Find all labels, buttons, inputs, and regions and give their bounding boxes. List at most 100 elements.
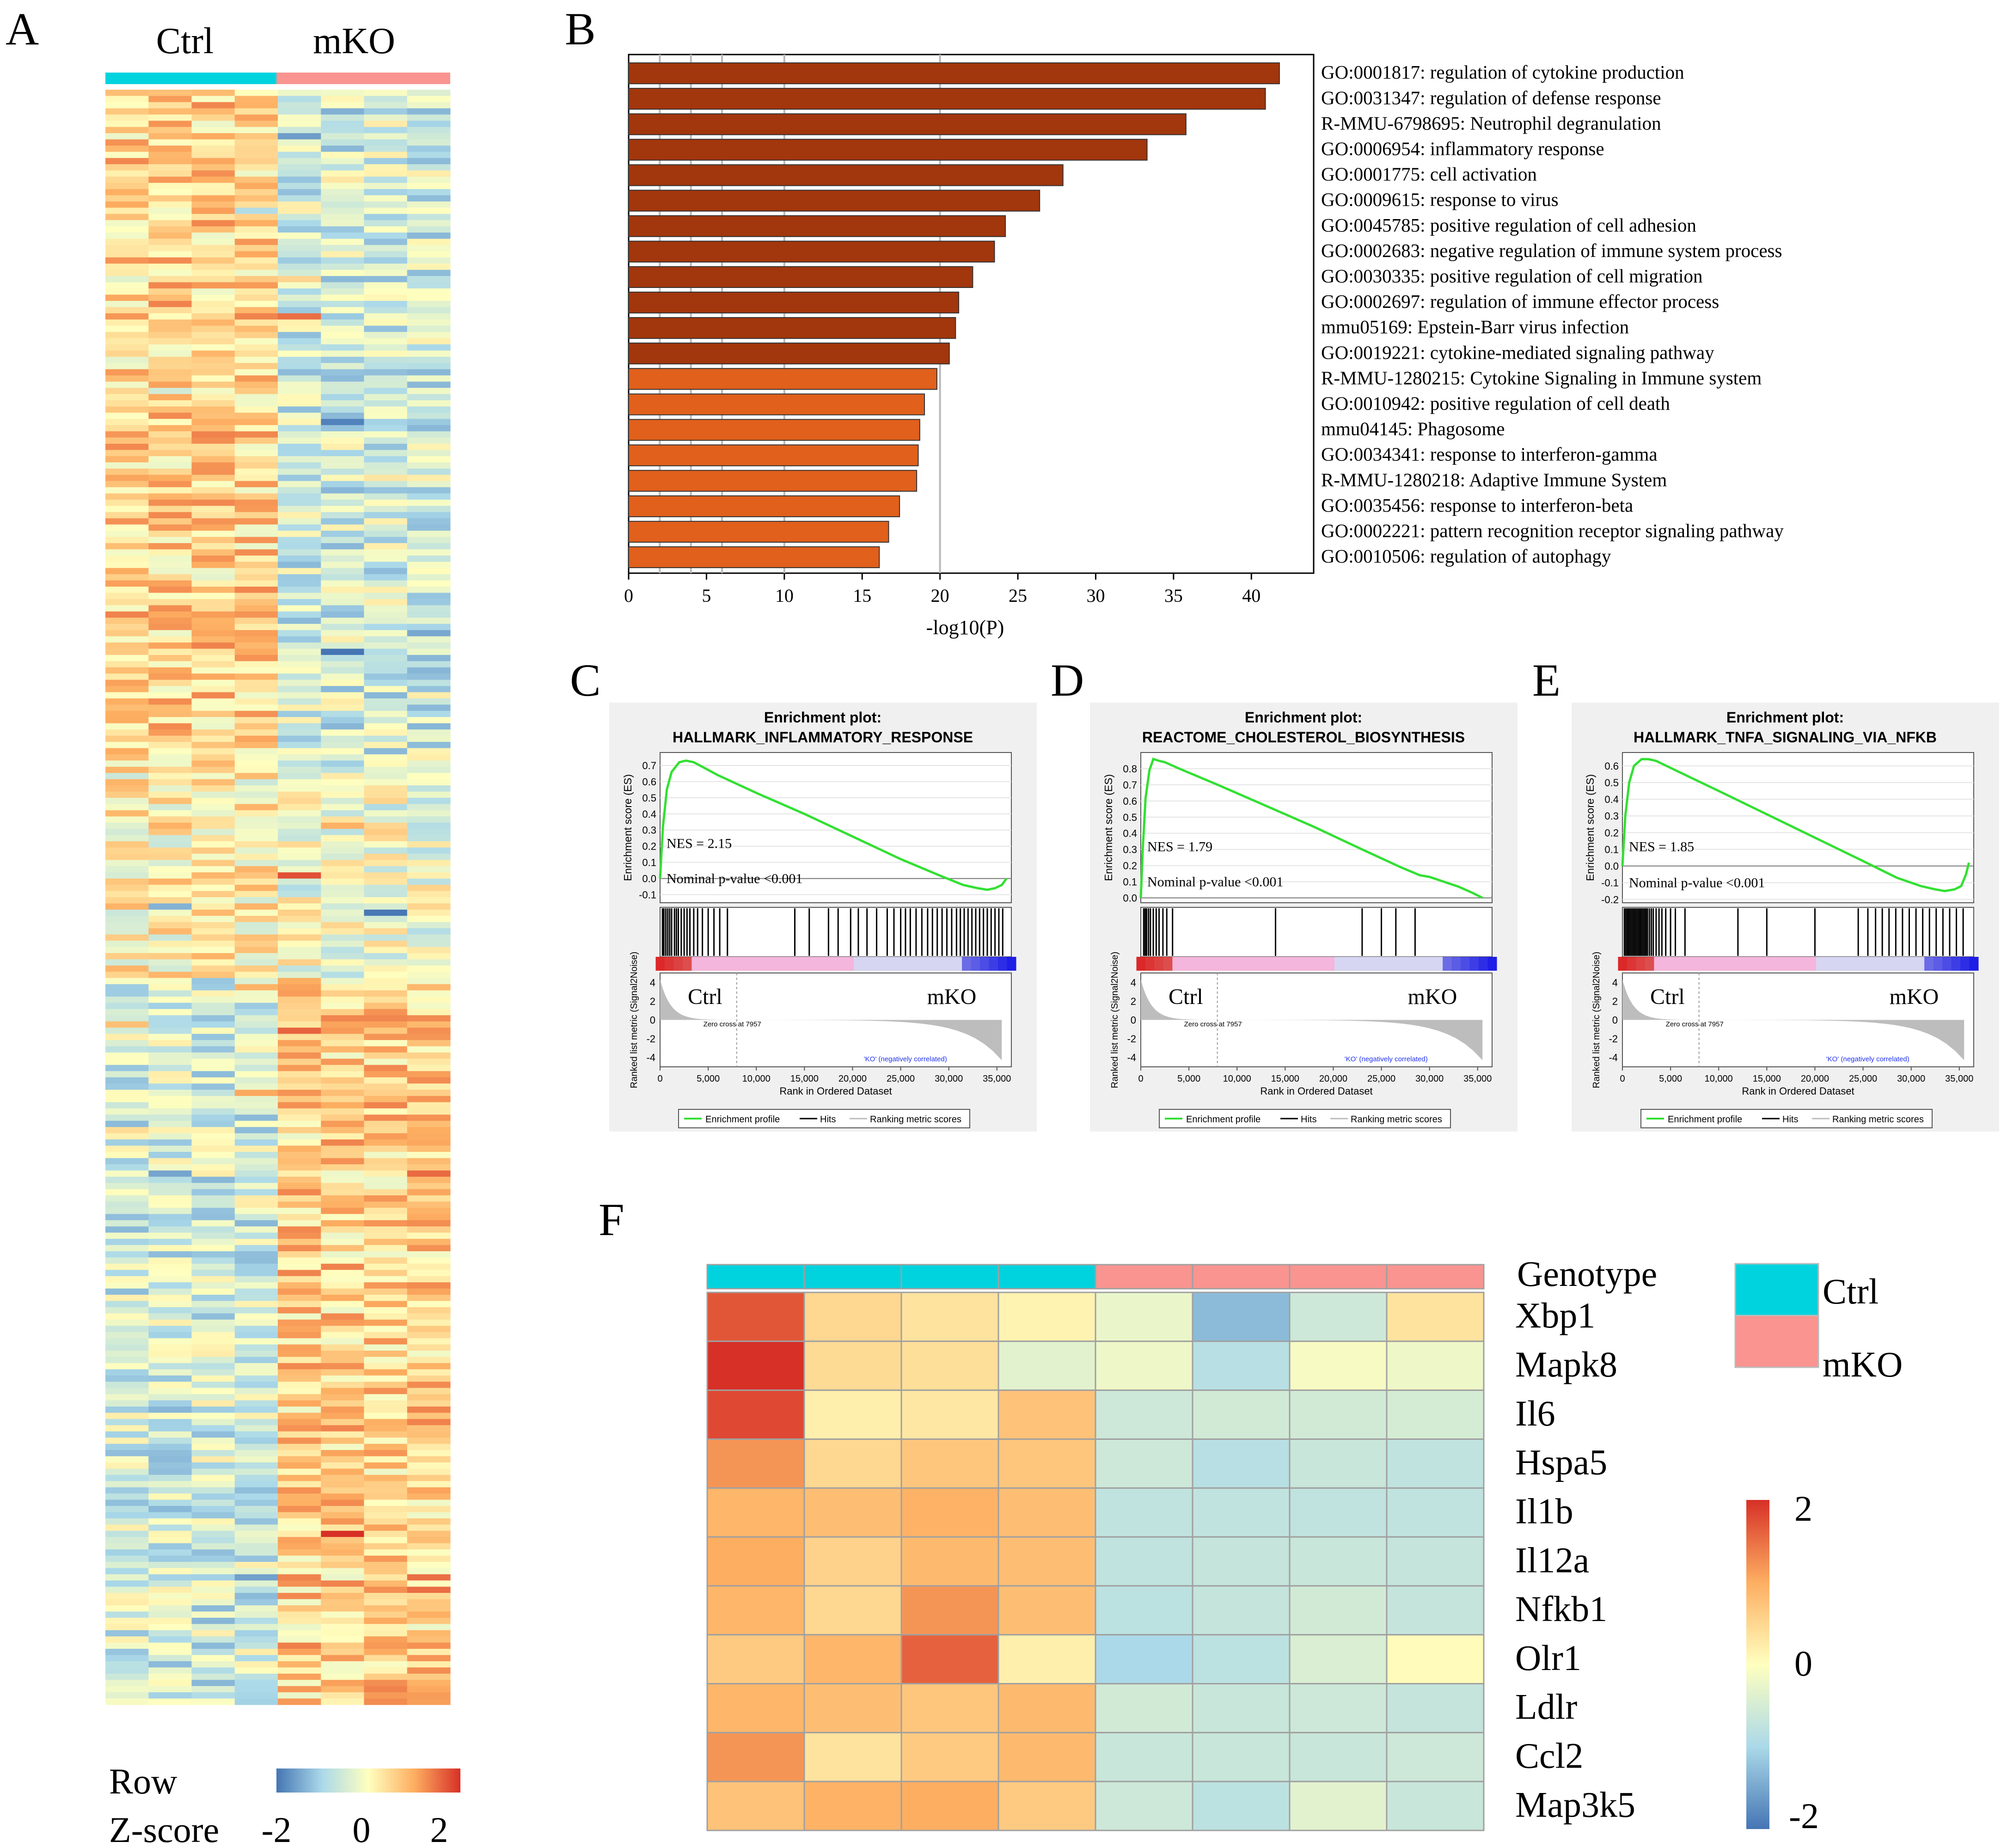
heatmap-a-cell <box>105 667 149 674</box>
heatmap-a-cell <box>191 549 235 556</box>
heatmap-a-cell <box>191 835 235 842</box>
heatmap-a-cell <box>407 394 451 401</box>
heatmap-a-cell <box>191 412 235 419</box>
heatmap-a-cell <box>148 319 192 326</box>
heatmap-a-cell <box>148 1351 192 1358</box>
heatmap-a-cell <box>278 785 321 792</box>
heatmap-a-cell <box>234 878 278 885</box>
heatmap-a-cell <box>407 1232 451 1239</box>
heatmap-a-cell <box>234 1207 278 1214</box>
heatmap-a-cell <box>407 766 451 773</box>
heatmap-a-cell <box>278 704 321 711</box>
heatmap-a-cell <box>105 655 149 661</box>
heatmap-a-cell <box>278 568 321 575</box>
heatmap-a-cell <box>191 133 235 140</box>
gsea-rank-strip-segment <box>989 957 998 971</box>
heatmap-a-cell <box>191 1071 235 1078</box>
heatmap-a-cell <box>105 406 149 413</box>
gsea-group-right: mKO <box>1408 985 1457 1009</box>
heatmap-a-cell <box>321 394 365 401</box>
heatmap-a-cell <box>321 1400 365 1407</box>
heatmap-a-cell <box>105 1201 149 1208</box>
heatmap-a-cell <box>278 773 321 780</box>
heatmap-a-cell <box>321 624 365 630</box>
gsea-rank-strip-segment <box>728 957 737 971</box>
heatmap-a-cell <box>105 201 149 208</box>
heatmap-a-cell <box>407 145 451 152</box>
heatmap-a-cell <box>234 953 278 960</box>
heatmap-a-cell <box>234 1071 278 1078</box>
heatmap-a-cell <box>234 425 278 432</box>
heatmap-a-cell <box>191 1425 235 1432</box>
bar-b-category-label: GO:0006954: inflammatory response <box>1321 138 1604 159</box>
heatmap-a-cell <box>148 1028 192 1034</box>
heatmap-a-cell <box>191 1338 235 1345</box>
heatmap-a-cell <box>234 1469 278 1475</box>
heatmap-a-cell <box>364 1444 408 1450</box>
heatmap-a-cell <box>105 114 149 121</box>
gsea-es-ytick-label: 0.2 <box>642 841 656 852</box>
heatmap-a-cell <box>321 1636 365 1643</box>
heatmap-a-cell <box>278 1065 321 1071</box>
heatmap-a-cell <box>234 773 278 780</box>
heatmap-a-cell <box>105 170 149 177</box>
heatmap-a-cell <box>105 897 149 904</box>
panel-label-e: E <box>1532 655 1560 706</box>
heatmap-f-cell <box>1386 1732 1485 1782</box>
gsea-rank-strip-segment <box>1969 957 1979 971</box>
heatmap-a-cell <box>407 1574 451 1581</box>
heatmap-a-cell <box>278 878 321 885</box>
heatmap-a-cell <box>364 437 408 444</box>
bar-b-xtick-label: 5 <box>702 585 711 606</box>
heatmap-a-cell <box>321 127 365 134</box>
heatmap-a-cell <box>191 269 235 276</box>
heatmap-f-cell <box>1386 1634 1485 1684</box>
heatmap-a-cell <box>407 1593 451 1600</box>
heatmap-a-cell <box>105 313 149 320</box>
heatmap-a-cell <box>148 394 192 401</box>
heatmap-a-cell <box>407 1413 451 1420</box>
heatmap-a-cell <box>364 1189 408 1196</box>
heatmap-a-cell <box>321 1263 365 1270</box>
heatmap-a-cell <box>278 922 321 929</box>
heatmap-a-cell <box>148 922 192 929</box>
heatmap-a-cell <box>234 245 278 251</box>
heatmap-f-gene-label: Hspa5 <box>1515 1442 1607 1482</box>
bar-b-category-label: GO:0001817: regulation of cytokine produ… <box>1321 61 1684 83</box>
heatmap-a-cell <box>148 1518 192 1525</box>
bar-b-bar <box>628 444 919 466</box>
heatmap-a-cell <box>364 630 408 637</box>
heatmap-a-cell <box>105 239 149 245</box>
heatmap-a-cell <box>407 562 451 569</box>
heatmap-a-cell <box>105 363 149 370</box>
heatmap-f-cell <box>1289 1536 1388 1587</box>
heatmap-a-cell <box>234 1232 278 1239</box>
heatmap-a-cell <box>148 282 192 289</box>
heatmap-a-cell <box>321 1680 365 1687</box>
gsea-rank-strip-segment <box>1663 957 1672 971</box>
heatmap-a-cell <box>407 1388 451 1395</box>
heatmap-a-cell <box>407 1363 451 1370</box>
heatmap-a-cell <box>321 344 365 351</box>
heatmap-a-cell <box>234 667 278 674</box>
gsea-nes: NES = 1.85 <box>1629 839 1694 854</box>
heatmap-a-cell <box>148 1003 192 1010</box>
heatmap-a-cell <box>234 1183 278 1190</box>
heatmap-a-cell <box>105 698 149 705</box>
heatmap-a-cell <box>407 1239 451 1246</box>
heatmap-a-cell <box>278 655 321 661</box>
gsea-es-ytick-label: 0.0 <box>1123 893 1137 904</box>
heatmap-a-cell <box>105 394 149 401</box>
heatmap-a-cell <box>278 1326 321 1333</box>
heatmap-a-cell <box>148 941 192 948</box>
heatmap-a-cell <box>321 1505 365 1513</box>
gsea-rank-strip-segment <box>1816 957 1826 971</box>
heatmap-a-cell <box>407 941 451 948</box>
heatmap-a-cell <box>191 1444 235 1450</box>
heatmap-a-cell <box>321 1052 365 1059</box>
heatmap-a-cell <box>321 909 365 916</box>
heatmap-a-cell <box>364 499 408 506</box>
heatmap-f-cell <box>706 1389 805 1440</box>
heatmap-a-cell <box>278 518 321 525</box>
bar-b-xlabel: -log10(P) <box>926 616 1004 639</box>
